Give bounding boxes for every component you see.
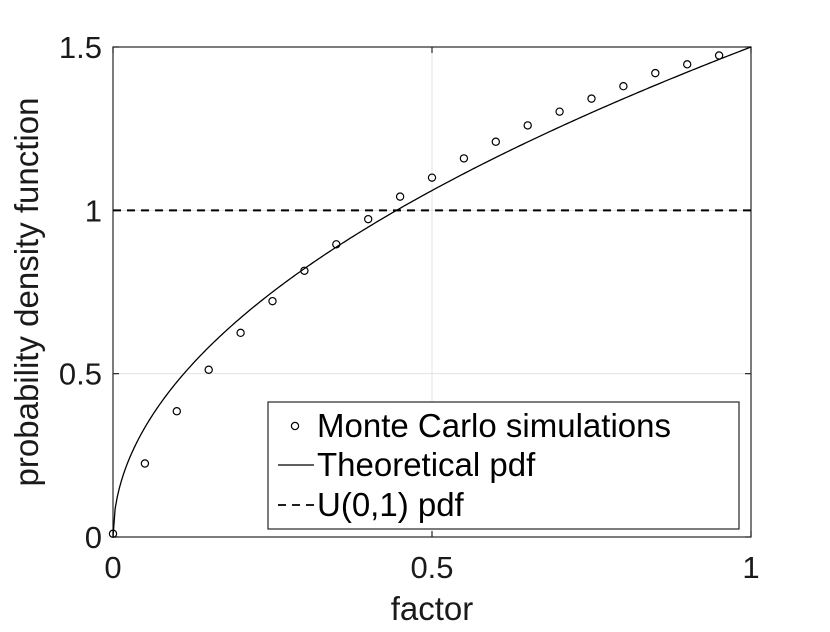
monte-carlo-point [651,68,660,78]
legend-label-uniform: U(0,1) pdf [317,486,465,523]
monte-carlo-point [332,240,341,249]
monte-carlo-point [555,107,564,116]
legend-label-theoretical: Theoretical pdf [317,446,536,483]
legend: Monte Carlo simulations Theoretical pdf … [267,401,740,530]
monte-carlo-point [683,60,692,69]
monte-carlo-point [523,121,532,130]
monte-carlo-point [459,154,469,163]
monte-carlo-point [172,407,181,416]
monte-carlo-point [204,365,213,374]
monte-carlo-point [587,94,596,103]
monte-carlo-point [491,137,500,146]
monte-carlo-point [714,51,724,60]
monte-carlo-point [140,459,150,468]
monte-carlo-point [619,81,628,91]
legend-label-monte-carlo: Monte Carlo simulations [317,407,671,444]
y-tick-label: 0.5 [59,357,102,392]
y-tick-label: 1.5 [59,30,102,65]
x-tick-label: 0 [104,550,121,585]
y-tick-label: 0 [85,520,102,555]
monte-carlo-point [364,214,373,224]
y-tick-label: 1 [85,193,102,228]
monte-carlo-point [236,328,245,338]
legend-box [267,401,740,530]
monte-carlo-point [268,296,277,306]
x-axis-label: factor [391,590,474,627]
monte-carlo-point [395,192,405,201]
y-axis-label: probability density function [8,98,45,487]
x-tick-label: 1 [742,550,759,585]
series-theoretical-pdf-line [112,46,752,538]
series-layer [108,46,752,538]
legend-marker-circle [290,421,300,431]
monte-carlo-point [427,173,437,182]
monte-carlo-point [108,529,118,538]
x-tick-label: 0.5 [410,550,453,585]
monte-carlo-point [300,266,309,275]
tick-labels: 0 0.5 1 0 0.5 1 1.5 [59,30,760,585]
